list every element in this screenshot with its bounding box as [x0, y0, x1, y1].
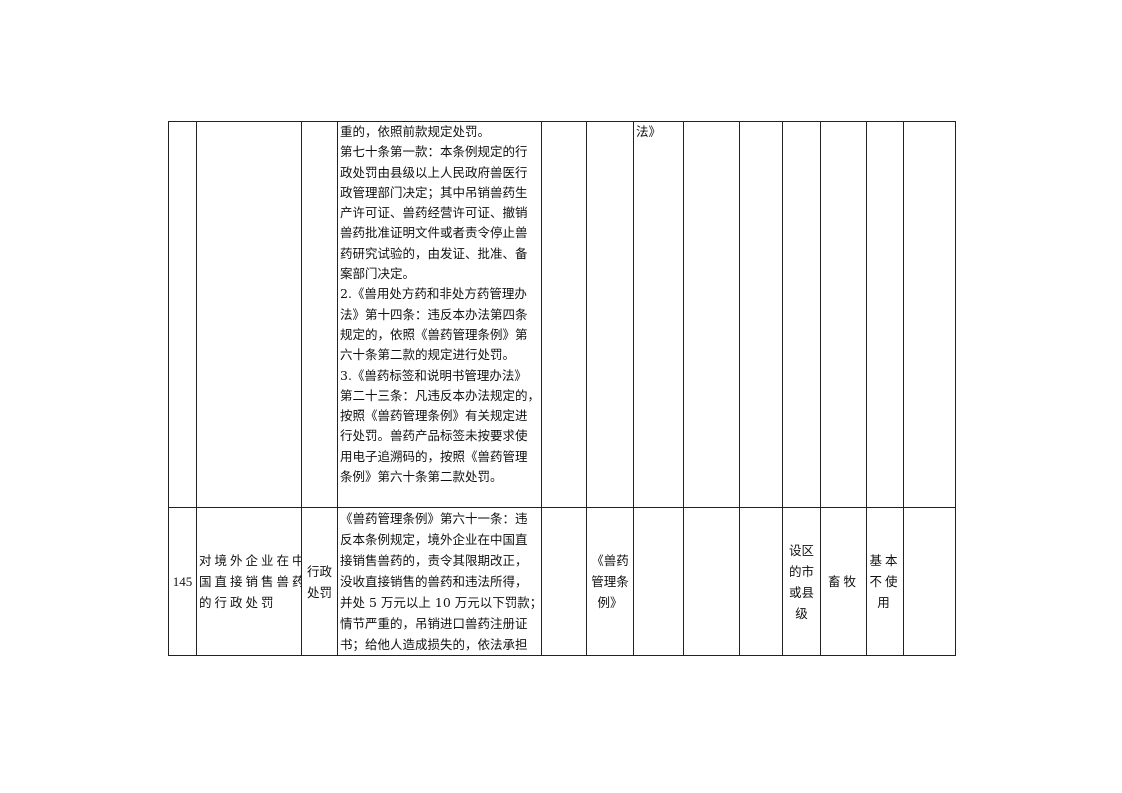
cell-level — [782, 121, 821, 508]
text-line: 行政 — [306, 563, 332, 579]
cell-dept: 畜牧 — [820, 507, 867, 656]
cell-number: 145 — [168, 507, 197, 656]
cell-item: 对境外企业在中 国直接销售兽药 的行政处罚 — [196, 507, 302, 656]
text-line: 法》第十四条：违反本办法第四条 — [340, 306, 528, 322]
text-line: 条例》第六十条第二款处罚。 — [340, 469, 503, 485]
text-line: 重的，依照前款规定处罚。 — [340, 124, 491, 139]
text-line: 用电子追溯码的，按照《兽药管理 — [340, 448, 528, 464]
text-line: 行处罚。兽药产品标签未按要求使 — [340, 428, 528, 444]
text-line: 用 — [877, 595, 893, 610]
text-line: 第七十条第一款：本条例规定的行 — [340, 144, 528, 160]
text-line: 对境外企业在中 — [199, 553, 302, 568]
text-line: 案部门决定。 — [340, 266, 416, 282]
text-line: 兽药批准证明文件或者责令停止兽 — [340, 225, 528, 241]
text-line: 并处 5 万元以上 10 万元以下罚款； — [340, 595, 542, 610]
cell-empty — [739, 507, 783, 656]
cell-number — [168, 121, 197, 508]
text-line: 的市 — [788, 563, 814, 579]
text-line: 反本条例规定，境外企业在中国直 — [340, 532, 528, 547]
text-line: 2.《兽用处方药和非处方药管理办 — [340, 286, 527, 302]
cell-empty — [541, 507, 587, 656]
text-line: 政管理部门决定；其中吊销兽药生 — [340, 184, 528, 200]
cell-empty — [739, 121, 783, 508]
cell-type — [301, 121, 338, 508]
text-line: 3.《兽药标签和说明书管理办法》 — [340, 367, 527, 383]
table-row: 重的，依照前款规定处罚。第七十条第一款：本条例规定的行 政处罚由县级以上人民政府兽… — [168, 121, 956, 508]
text-line: 药研究试验的，由发证、批准、备 — [340, 245, 528, 261]
cell-basis: 重的，依照前款规定处罚。第七十条第一款：本条例规定的行 政处罚由县级以上人民政府兽… — [337, 121, 542, 508]
text-line: 基本 — [869, 553, 901, 568]
text-line: 第二十三条：凡违反本办法规定的， — [340, 387, 541, 403]
text-line: 产许可证、兽药经营许可证、撤销 — [340, 205, 528, 221]
text-line: 法》 — [636, 124, 662, 139]
cell-level: 设区 的市 或县级 — [782, 507, 821, 656]
text-line: 《兽药管理条例》第六十一条：违 — [340, 511, 528, 526]
cell-type: 行政 处罚 — [301, 507, 338, 656]
text-line: 管理条 — [591, 574, 629, 589]
document-table: 重的，依照前款规定处罚。第七十条第一款：本条例规定的行 政处罚由县级以上人民政府兽… — [168, 121, 956, 656]
text-line: 没收直接销售的兽药和违法所得， — [340, 574, 528, 589]
cell-empty — [903, 507, 956, 656]
text-line: 例》 — [597, 595, 623, 610]
cell-usage — [866, 121, 904, 508]
cell-empty — [541, 121, 587, 508]
text-line: 按照《兽药管理条例》有关规定进 — [340, 408, 528, 424]
text-line: 规定的，依照《兽药管理条例》第 — [340, 326, 528, 342]
cell-item — [196, 121, 302, 508]
cell-empty — [903, 121, 956, 508]
cell-basis: 《兽药管理条例》第六十一条：违 反本条例规定，境外企业在中国直 接销售兽药的，责令其… — [337, 507, 542, 656]
cell-source — [586, 121, 634, 508]
text-line: 接销售兽药的，责令其限期改正， — [340, 553, 528, 568]
text-line: 六十条第二款的规定进行处罚。 — [340, 347, 516, 363]
text-line: 不使 — [869, 574, 901, 589]
text-line: 国直接销售兽药 — [199, 574, 302, 589]
text-line: 处罚 — [306, 584, 332, 600]
table-row: 145 对境外企业在中 国直接销售兽药 的行政处罚 行政处罚 《兽药管理条例》第六十… — [168, 507, 956, 656]
text-line: 级 — [795, 605, 808, 621]
text-line: 书；给他人造成损失的，依法承担 — [340, 637, 528, 652]
cell-empty — [683, 507, 740, 656]
text-line: 或县 — [788, 584, 814, 600]
text-line: 设区 — [788, 542, 814, 558]
cell-col7: 法》 — [633, 121, 684, 508]
text-line: 情节严重的，吊销进口兽药注册证 — [340, 616, 528, 631]
cell-usage: 基本 不使用 — [866, 507, 904, 656]
cell-source: 《兽药 管理条 例》 — [586, 507, 634, 656]
cell-empty — [683, 121, 740, 508]
cell-dept — [820, 121, 867, 508]
cell-col7 — [633, 507, 684, 656]
text-line: 政处罚由县级以上人民政府兽医行 — [340, 164, 528, 180]
text-line: 《兽药 — [591, 553, 629, 568]
text-line: 的行政处罚 — [199, 595, 277, 610]
